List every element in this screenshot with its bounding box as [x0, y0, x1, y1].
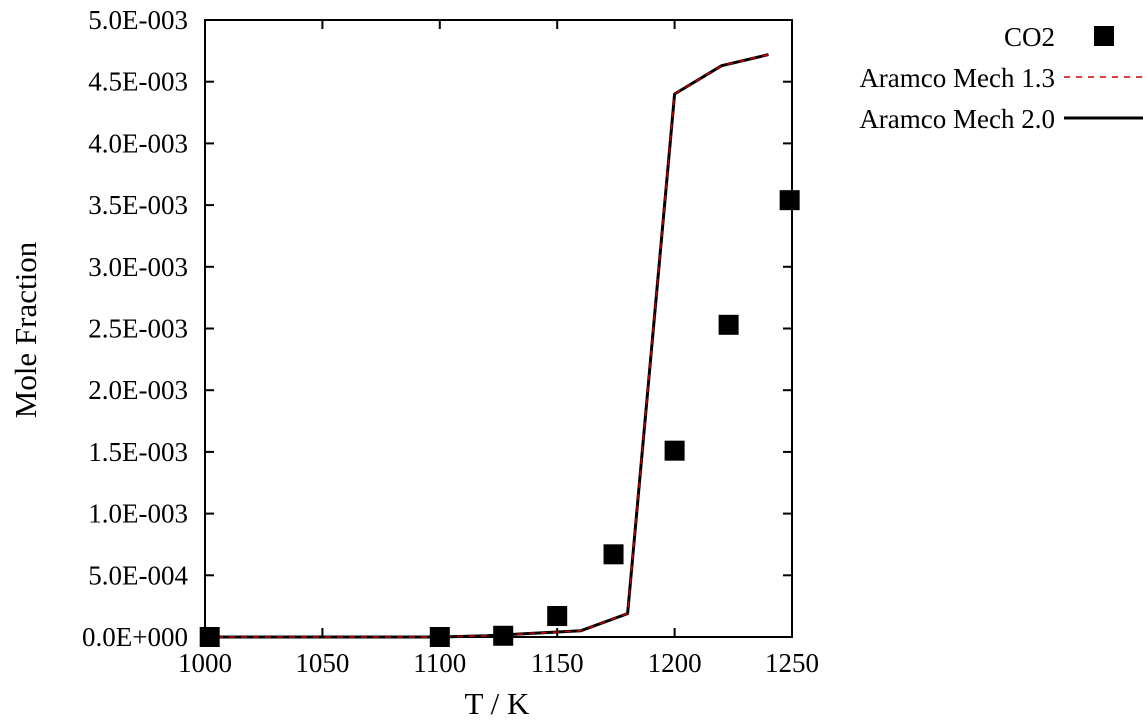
- legend: CO2 Aramco Mech 1.3 Aramco Mech 2.0: [859, 22, 1143, 134]
- data-point-co2: [547, 606, 568, 627]
- legend-label: Aramco Mech 2.0: [859, 104, 1055, 134]
- legend-label: Aramco Mech 1.3: [859, 63, 1055, 93]
- data-point-co2: [664, 440, 685, 461]
- y-tick-label: 3.5E-003: [88, 190, 188, 220]
- y-tick-label: 5.0E-003: [88, 5, 188, 35]
- series-line-aramco-2-0: [205, 53, 769, 639]
- x-tick-label: 1000: [178, 648, 232, 678]
- data-point-co2: [199, 627, 220, 647]
- x-tick-label: 1250: [765, 648, 819, 678]
- series-line-aramco-1-3: [205, 53, 769, 638]
- x-tick-label: 1150: [531, 648, 584, 678]
- y-axis-label: Mole Fraction: [8, 241, 43, 418]
- x-tick-label: 1100: [413, 648, 466, 678]
- x-tick-label: 1050: [295, 648, 349, 678]
- data-point-co2: [603, 544, 624, 565]
- y-tick-label: 2.5E-003: [88, 314, 188, 344]
- x-axis: 1000 1050 1100 1150 1200 1250: [178, 20, 819, 678]
- data-point-co2: [779, 190, 800, 211]
- y-tick-label: 4.0E-003: [88, 128, 188, 158]
- data-point-co2: [493, 625, 514, 646]
- y-axis: 0.0E+000 5.0E-004 1.0E-003 1.5E-003 2.0E-003…: [82, 5, 792, 652]
- y-tick-label: 3.0E-003: [88, 252, 188, 282]
- series-layer: [199, 53, 800, 647]
- y-tick-label: 1.0E-003: [88, 499, 188, 529]
- y-tick-label: 1.5E-003: [88, 437, 188, 467]
- plot-frame: [204, 19, 793, 638]
- legend-marker-square: [1094, 26, 1114, 46]
- y-tick-label: 5.0E-004: [88, 560, 188, 590]
- y-tick-label: 2.0E-003: [88, 375, 188, 405]
- x-tick-label: 1200: [648, 648, 702, 678]
- y-tick-label: 0.0E+000: [82, 622, 188, 652]
- data-point-co2: [718, 314, 739, 335]
- legend-label: CO2: [1004, 22, 1055, 52]
- y-tick-label: 4.5E-003: [88, 67, 188, 97]
- x-axis-label: T / K: [465, 686, 530, 721]
- plot-border: [204, 19, 793, 638]
- data-point-co2: [429, 627, 450, 647]
